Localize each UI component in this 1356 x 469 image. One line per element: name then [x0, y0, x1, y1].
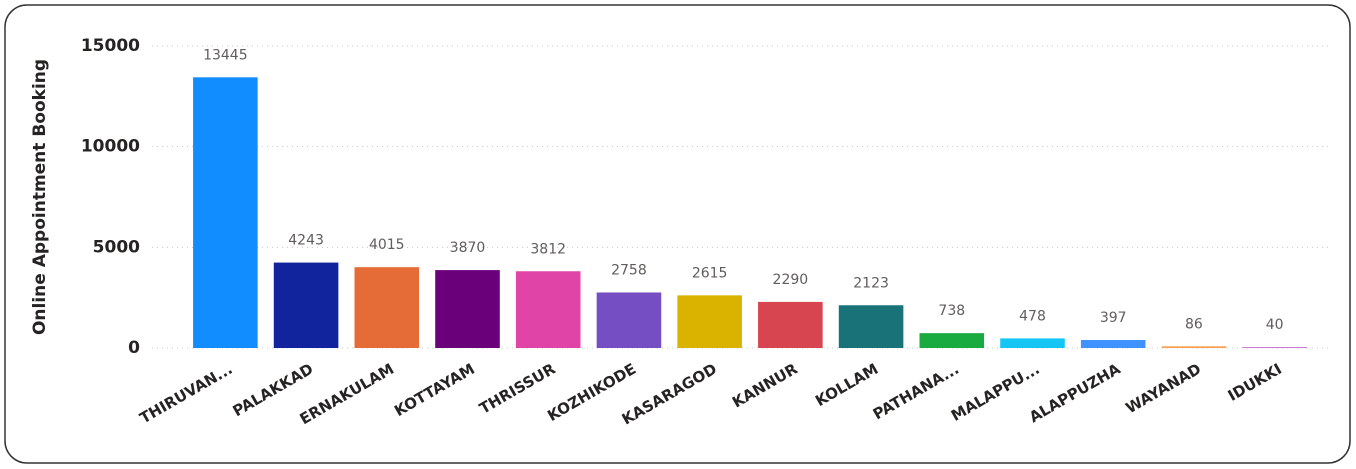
data-label: 397 — [1100, 310, 1127, 326]
bar — [1242, 347, 1307, 348]
bar — [1161, 346, 1227, 348]
y-tick-label: 10000 — [81, 137, 140, 157]
y-tick-label: 0 — [128, 338, 140, 358]
bar — [273, 262, 339, 348]
bar — [838, 305, 904, 348]
bar — [919, 333, 985, 348]
bar — [677, 295, 742, 348]
data-label: 40 — [1266, 317, 1284, 333]
y-tick-label: 15000 — [81, 36, 140, 56]
data-label: 3812 — [530, 241, 566, 257]
data-label: 4015 — [369, 237, 405, 253]
bar — [1000, 338, 1065, 348]
bar — [758, 301, 823, 348]
data-label: 86 — [1185, 316, 1203, 332]
data-label: 3870 — [450, 240, 486, 256]
bar — [435, 270, 500, 348]
data-label: 2290 — [773, 272, 809, 288]
data-label: 2615 — [692, 265, 728, 281]
y-tick-label: 5000 — [93, 237, 140, 257]
data-label: 4243 — [288, 233, 324, 249]
bar — [193, 77, 258, 348]
bar — [596, 292, 662, 348]
bar — [515, 271, 581, 348]
data-label: 2758 — [611, 262, 647, 278]
data-label: 13445 — [203, 47, 248, 63]
bar — [1080, 340, 1146, 348]
bar — [354, 267, 420, 348]
card — [4, 4, 1351, 464]
data-label: 478 — [1019, 308, 1046, 324]
y-axis-title: Online Appointment Booking — [30, 59, 50, 335]
data-label: 738 — [938, 303, 965, 319]
data-label: 2123 — [853, 275, 889, 291]
